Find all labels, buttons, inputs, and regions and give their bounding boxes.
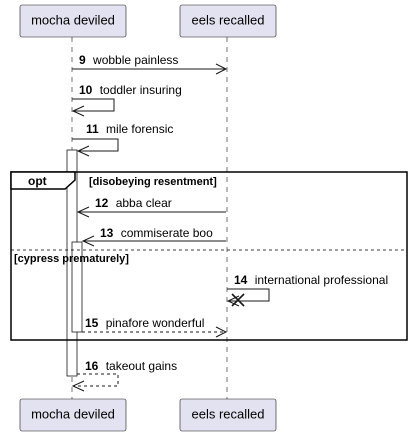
message-number: 11 xyxy=(86,122,99,136)
message-label: pinafore wonderful xyxy=(106,316,205,330)
participant-label: mocha deviled xyxy=(31,12,115,27)
message-9: 9 wobble painless xyxy=(72,53,228,75)
svg-text:14 international profess: 14 international professional xyxy=(234,273,388,287)
svg-text:10 toddler insuring: 10 toddler insuring xyxy=(79,83,182,97)
svg-text:13 commiserate boo: 13 commiserate boo xyxy=(100,226,213,240)
participant-eels-recalled-bottom: eels recalled xyxy=(179,398,277,432)
message-label: mile forensic xyxy=(106,122,173,136)
message-11: 11 mile forensic xyxy=(72,122,173,157)
message-label: abba clear xyxy=(116,196,172,210)
svg-text:12 abba clear: 12 abba clear xyxy=(95,196,172,210)
participant-label: mocha deviled xyxy=(31,406,115,421)
fragment-guard: [disobeying resentment] xyxy=(89,176,217,188)
participant-label: eels recalled xyxy=(192,12,265,27)
message-14: 14 international professional xyxy=(226,273,388,307)
svg-text:16 takeout gains: 16 takeout gains xyxy=(85,359,177,373)
fragment-else-guard: [cypress prematurely] xyxy=(14,253,129,265)
message-label: takeout gains xyxy=(106,359,177,373)
message-12: 12 abba clear xyxy=(76,196,226,218)
participant-label: eels recalled xyxy=(192,406,265,421)
message-label: toddler insuring xyxy=(100,83,182,97)
destroy-icon xyxy=(231,293,245,307)
message-number: 10 xyxy=(79,83,93,97)
svg-text:11 mile forensic: 11 mile forensic xyxy=(86,122,173,136)
svg-text:15 pinafore wonderful: 15 pinafore wonderful xyxy=(85,316,204,330)
opt-fragment: opt [disobeying resentment] [cypress pre… xyxy=(10,171,408,341)
message-number: 15 xyxy=(85,316,99,330)
message-number: 12 xyxy=(95,196,109,210)
fragment-operator: opt xyxy=(28,174,47,188)
participant-mocha-deviled-bottom: mocha deviled xyxy=(19,398,127,432)
message-number: 9 xyxy=(79,53,86,67)
message-15: 15 pinafore wonderful xyxy=(82,316,228,338)
message-label: international professional xyxy=(255,273,388,287)
message-number: 16 xyxy=(85,359,99,373)
participant-mocha-deviled-top: mocha deviled xyxy=(19,4,127,38)
svg-text:9 wobble painless: 9 wobble painless xyxy=(79,53,178,67)
message-label: wobble painless xyxy=(92,53,178,67)
message-13: 13 commiserate boo xyxy=(81,226,226,247)
message-number: 13 xyxy=(100,226,114,240)
message-10: 10 toddler insuring xyxy=(71,83,182,117)
activation-bar-inner xyxy=(71,241,83,333)
participant-eels-recalled-top: eels recalled xyxy=(179,4,277,38)
message-label: commiserate boo xyxy=(121,226,213,240)
message-number: 14 xyxy=(234,273,248,287)
message-16: 16 takeout gains xyxy=(71,359,177,392)
